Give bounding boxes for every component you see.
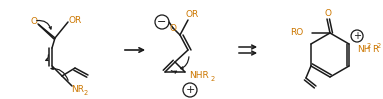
Text: O: O	[324, 9, 332, 18]
Text: 2: 2	[84, 90, 88, 96]
Text: 2: 2	[211, 76, 215, 82]
Text: NR: NR	[72, 86, 85, 95]
Text: NH: NH	[357, 44, 371, 53]
Text: R: R	[372, 44, 378, 53]
Text: 2: 2	[377, 43, 381, 49]
Text: −: −	[157, 17, 167, 27]
Text: NHR: NHR	[189, 71, 209, 80]
Text: RO: RO	[290, 28, 303, 37]
Text: O: O	[170, 23, 177, 32]
Text: +: +	[185, 85, 195, 95]
Text: O: O	[31, 17, 38, 26]
Text: OR: OR	[185, 10, 199, 19]
Text: OR: OR	[69, 16, 82, 24]
Text: 2: 2	[367, 43, 371, 49]
Text: +: +	[353, 31, 361, 41]
